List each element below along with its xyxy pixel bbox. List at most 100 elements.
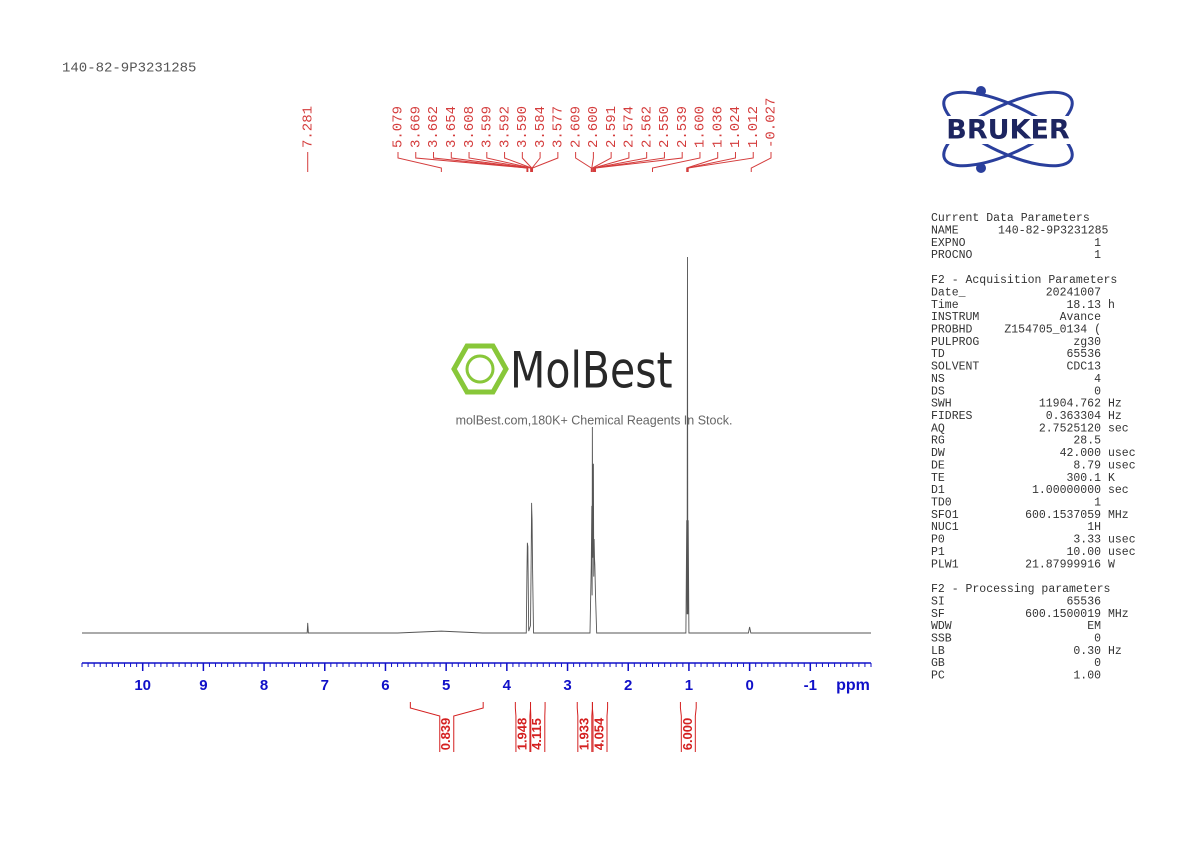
integral-bracket [409,702,484,752]
logo-dot [976,86,986,96]
peak-label: 1.012 [746,106,762,148]
peak-label: 3.584 [533,106,549,148]
parameter-value: 0.30 [1073,645,1101,658]
parameter-unit: usec [1108,534,1136,547]
peak-label: 5.079 [391,106,407,148]
parameter-unit: sec [1108,422,1129,435]
parameter-name: NUC1 [931,521,959,534]
parameter-value: CDC13 [1066,361,1101,374]
parameter-value: 0 [1094,632,1101,645]
x-tick-label: 7 [321,677,329,694]
parameter-name: P1 [931,546,945,559]
parameter-value: 1 [1094,237,1101,250]
peak-label: 1.600 [693,106,709,148]
parameter-value: 1 [1094,497,1101,510]
peak-connector [750,152,772,172]
x-tick-label: 1 [685,677,693,694]
peak-connector [591,152,594,172]
parameter-section-title: F2 - Processing parameters [931,583,1110,596]
parameter-value: 600.1537059 [1025,509,1101,522]
parameter-name: PROCNO [931,249,973,262]
parameter-name: PLW1 [931,558,959,571]
parameter-unit: Hz [1108,398,1122,411]
logo-text: BRUKER [946,115,1070,146]
parameter-name: SI [931,595,945,608]
watermark-name: MolBest [510,342,673,400]
peak-connector [594,152,665,172]
parameter-unit: sec [1108,484,1129,497]
x-tick-label: 10 [134,677,151,694]
parameter-name: DE [931,459,945,472]
parameter-name: WDW [931,620,952,633]
parameter-name: TD0 [931,497,952,510]
parameter-value: 0 [1094,657,1101,670]
peak-label: 2.600 [586,106,602,148]
parameter-unit: usec [1108,447,1136,460]
parameter-value: 8.79 [1073,459,1101,472]
peak-label: 3.590 [515,106,531,148]
parameter-name: NAME [931,224,959,237]
peak-connector [575,152,592,172]
peak-connector [397,152,442,172]
parameter-unit: MHz [1108,608,1129,621]
peak-connector [591,152,612,172]
integral-bracket [591,702,609,752]
parameter-value: EM [1087,620,1101,633]
integral-label: 0.839 [438,718,453,751]
peak-label: 3.654 [444,106,460,148]
peak-connector [593,152,648,172]
parameter-name: DS [931,385,945,398]
logo-backdrop [925,116,1091,144]
integral-label: 1.948 [514,718,529,751]
peak-connector [595,152,683,172]
integral-label: 6.000 [680,718,695,751]
parameter-name: AQ [931,422,945,435]
peak-label: 1.036 [710,106,726,148]
spectrum-line [82,256,871,634]
parameter-value: 3.33 [1073,534,1101,547]
parameter-unit: W [1108,558,1115,571]
x-tick-label: 9 [199,677,207,694]
x-tick-label: 5 [442,677,450,694]
parameter-unit: usec [1108,546,1136,559]
peak-label: 3.669 [408,106,424,148]
parameter-value: 0 [1094,385,1101,398]
integral-label: 1.933 [576,718,591,751]
parameter-name: INSTRUM [931,311,979,324]
parameter-unit: usec [1108,459,1136,472]
parameter-value: 11904.762 [1039,398,1101,411]
parameter-value: 18.13 [1066,299,1101,312]
parameter-name: SSB [931,632,952,645]
peak-label: 7.281 [300,106,316,148]
parameter-unit: MHz [1108,509,1129,522]
parameter-name: PULPROG [931,336,979,349]
integral-label: 4.054 [591,717,606,750]
peak-connector [686,152,736,172]
parameter-name: SOLVENT [931,361,979,374]
parameter-unit: Hz [1108,410,1122,423]
parameter-name: SFO1 [931,509,959,522]
parameter-value: 10.00 [1066,546,1101,559]
peak-label: 3.577 [551,106,567,148]
parameter-value: 300.1 [1066,472,1101,485]
parameter-name: EXPNO [931,237,966,250]
parameter-name: FIDRES [931,410,973,423]
parameter-name: D1 [931,484,945,497]
x-tick-label: -1 [804,677,817,694]
parameter-value: 0.363304 [1046,410,1101,423]
parameter-value: 600.1500019 [1025,608,1101,621]
peak-label: 3.599 [480,106,496,148]
peak-label: 2.562 [639,106,655,148]
parameter-value: 65536 [1066,595,1101,608]
peak-label: 2.591 [604,106,620,148]
parameter-value: 1.00 [1073,670,1101,683]
peak-label: 3.608 [462,106,478,148]
peak-label: -0.027 [764,98,780,148]
peak-label: 3.592 [497,106,513,148]
logo-orbit [942,90,1074,168]
parameter-value: 42.000 [1060,447,1102,460]
logo-orbit [942,90,1074,168]
parameter-name: SWH [931,398,952,411]
